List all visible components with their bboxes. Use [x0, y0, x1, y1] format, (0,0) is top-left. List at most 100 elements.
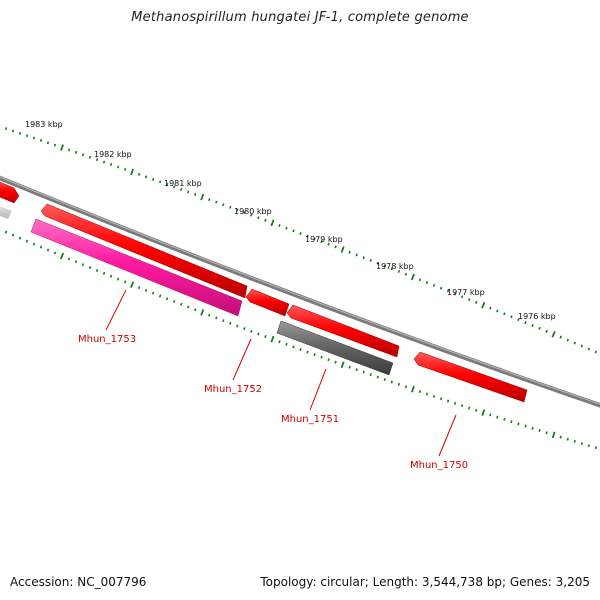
inner-scale-minor-tick: [67, 257, 71, 261]
kbp-label-1982: 1982 kbp: [94, 150, 132, 159]
kbp-label-1979: 1979 kbp: [305, 235, 343, 244]
outer-scale-minor-tick: [53, 143, 57, 147]
inner-scale-minor-tick: [559, 435, 562, 439]
inner-scale-minor-tick: [144, 288, 148, 292]
gene-label-mhun-1751[interactable]: Mhun_1751: [281, 414, 339, 425]
outer-scale-minor-tick: [67, 148, 71, 152]
outer-scale-minor-tick: [348, 250, 351, 254]
inner-scale-minor-tick: [538, 429, 541, 433]
gene-mhun-1752[interactable]: [245, 288, 290, 317]
outer-scale-minor-tick: [334, 245, 337, 249]
outer-scale-minor-tick: [18, 131, 22, 135]
inner-scale-minor-tick: [587, 444, 591, 448]
inner-scale-minor-tick: [460, 404, 464, 408]
inner-scale-minor-tick: [39, 245, 43, 249]
inner-scale-minor-tick: [503, 417, 506, 421]
inner-scale-minor-tick: [18, 236, 22, 240]
kbp-label-1983: 1983 kbp: [25, 120, 63, 129]
inner-scale-minor-tick: [334, 360, 337, 364]
inner-scale-minor-tick: [32, 242, 36, 246]
outer-scale-minor-tick: [109, 163, 113, 167]
outer-scale-major-tick: [270, 219, 275, 227]
inner-scale-minor-tick: [369, 373, 372, 377]
outer-scale-minor-tick: [102, 160, 106, 164]
inner-scale-minor-tick: [11, 233, 15, 237]
inner-scale-major-tick: [340, 361, 345, 369]
outer-scale-minor-tick: [418, 278, 422, 282]
outer-scale-minor-tick: [222, 203, 225, 207]
map-title: Methanospirillum hungatei JF-1, complete…: [131, 10, 469, 25]
outer-scale-minor-tick: [32, 136, 36, 140]
inner-scale-minor-tick: [292, 345, 295, 349]
inner-scale-minor-tick: [348, 365, 351, 369]
outer-scale-minor-tick: [327, 242, 330, 246]
outer-scale-minor-tick: [194, 192, 197, 196]
inner-scale-minor-tick: [425, 392, 429, 396]
outer-scale-minor-tick: [355, 253, 358, 257]
inner-scale-minor-tick: [432, 394, 436, 398]
inner-scale-major-tick: [59, 252, 65, 260]
outer-scale-minor-tick: [383, 264, 387, 268]
inner-scale-minor-tick: [517, 422, 520, 426]
inner-scale-minor-tick: [74, 260, 78, 264]
outer-scale-minor-tick: [25, 134, 29, 138]
kbp-label-1977: 1977 kbp: [447, 288, 485, 297]
gene-label-mhun-1750[interactable]: Mhun_1750: [410, 460, 468, 471]
accession-text: Accession: NC_007796: [10, 575, 147, 589]
outer-scale-minor-tick: [369, 258, 372, 262]
inner-scale-minor-tick: [81, 263, 85, 267]
gene-mhun-1750[interactable]: [413, 351, 528, 403]
gene-mhun-1753[interactable]: [30, 218, 243, 317]
outer-scale-minor-tick: [566, 338, 569, 342]
inner-scale-minor-tick: [194, 308, 197, 312]
inner-scale-minor-tick: [580, 442, 583, 446]
outer-scale-minor-tick: [172, 185, 176, 189]
outer-scale-minor-tick: [257, 216, 260, 220]
outer-scale-minor-tick: [88, 155, 92, 159]
inner-scale-minor-tick: [137, 286, 141, 290]
inner-scale-minor-tick: [299, 348, 302, 351]
outer-scale-minor-tick: [460, 295, 464, 299]
inner-scale-minor-tick: [510, 420, 513, 424]
inner-scale-minor-tick: [222, 319, 225, 323]
outer-scale-minor-tick: [390, 267, 394, 271]
inner-scale-minor-tick: [186, 305, 190, 309]
genome-backbone: [0, 175, 600, 408]
outer-scale-minor-tick: [376, 261, 379, 265]
inner-scale-minor-tick: [327, 358, 330, 362]
leader-mhun-1751: [309, 368, 327, 411]
inner-scale-major-tick: [200, 309, 205, 316]
inner-scale-major-tick: [130, 281, 135, 289]
outer-scale-minor-tick: [531, 323, 534, 327]
gene-label-mhun-1753[interactable]: Mhun_1753: [78, 334, 136, 345]
outer-scale-minor-tick: [299, 231, 302, 236]
outer-scale-minor-tick: [137, 172, 141, 176]
leader-mhun-1750: [438, 414, 457, 457]
inner-scale-minor-tick: [397, 382, 401, 386]
topology-text: Topology: circular; Length: 3,544,738 bp…: [260, 575, 590, 589]
inner-scale-minor-tick: [439, 397, 443, 401]
inner-scale-minor-tick: [151, 291, 155, 295]
outer-scale-minor-tick: [306, 234, 309, 238]
inner-scale-ring: [0, 228, 598, 450]
outer-scale-major-tick: [410, 273, 415, 281]
gene-mhun-1751[interactable]: [276, 320, 394, 376]
outer-scale-minor-tick: [453, 292, 457, 296]
outer-scale-minor-tick: [580, 344, 584, 348]
outer-scale-major-tick: [481, 301, 486, 309]
inner-scale-major-tick: [481, 409, 486, 416]
inner-scale-minor-tick: [404, 385, 408, 389]
inner-scale-minor-tick: [594, 446, 598, 450]
outer-scale-minor-tick: [313, 237, 316, 241]
inner-scale-minor-tick: [306, 350, 309, 354]
genome-backbone-highlight: [0, 176, 600, 405]
gene-arrow-red-long[interactable]: [40, 203, 248, 299]
outer-scale-minor-tick: [292, 229, 295, 233]
outer-scale-minor-tick: [278, 224, 281, 228]
inner-scale-minor-tick: [285, 342, 288, 346]
gene-label-mhun-1752[interactable]: Mhun_1752: [204, 384, 262, 395]
outer-scale-minor-tick: [439, 286, 443, 290]
outer-scale-minor-tick: [95, 158, 99, 162]
gene-arrow-red-mid[interactable]: [286, 304, 400, 358]
